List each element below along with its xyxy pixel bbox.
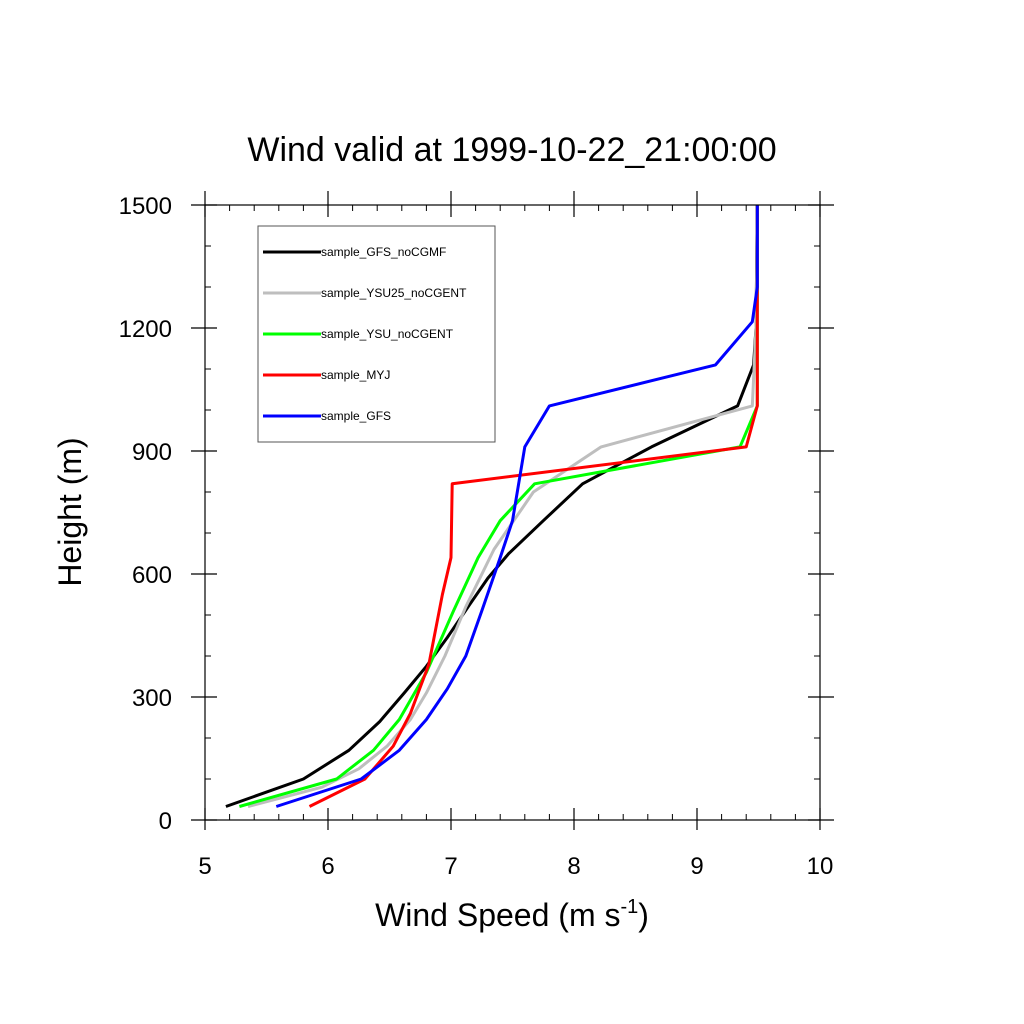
x-tick-label: 6 (321, 853, 334, 880)
x-tick-label: 7 (444, 853, 457, 880)
y-axis-title: Height (m) (52, 437, 88, 586)
x-tick-label: 10 (807, 853, 834, 880)
legend-label: sample_GFS (321, 409, 391, 423)
series-line-sample_GFS_noCGMF (225, 204, 759, 808)
x-axis-title: Wind Speed (m s-1) (375, 896, 649, 933)
legend-label: sample_MYJ (321, 368, 390, 382)
x-tick-labels: 5 6 7 8 9 10 (198, 853, 833, 880)
legend: sample_GFS_noCGMF sample_YSU25_noCGENTsam… (257, 225, 496, 443)
y-tick-label: 1500 (119, 193, 172, 220)
x-axis-title-suffix: ) (638, 897, 649, 933)
y-tick-label: 0 (159, 808, 172, 835)
y-tick-labels: 0 300 600 900 1200 1500 (119, 193, 172, 835)
legend-label: sample_YSU_noCGENT (321, 327, 454, 341)
x-axis-title-superscript: -1 (620, 896, 638, 918)
series-layer (225, 204, 759, 808)
y-tick-label: 1200 (119, 316, 172, 343)
plot-frame (204, 204, 821, 821)
legend-label: sample_GFS_noCGMF (321, 245, 446, 259)
legend-entries: sample_GFS_noCGMF sample_YSU25_noCGENTsam… (263, 245, 467, 423)
x-tick-label: 9 (690, 853, 703, 880)
legend-label: sample_YSU25_noCGENT (321, 286, 467, 300)
series-line-sample_GFS (275, 205, 759, 808)
series-line-sample_MYJ (308, 205, 759, 808)
y-tick-label: 600 (132, 562, 172, 589)
x-tick-label: 8 (567, 853, 580, 880)
x-axis-title-main: Wind Speed (m s (375, 897, 620, 933)
x-tick-label: 5 (198, 853, 211, 880)
series-line-sample_YSU25_noCGENT (247, 204, 759, 808)
y-tick-label: 300 (132, 685, 172, 712)
y-tick-label: 900 (132, 439, 172, 466)
chart-title: Wind valid at 1999-10-22_21:00:00 (247, 131, 776, 169)
